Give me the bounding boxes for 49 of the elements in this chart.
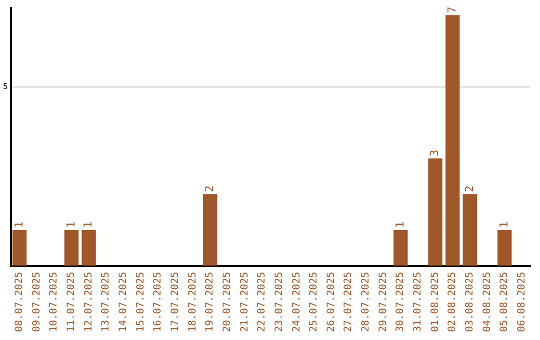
x-tick-label: 14.07.2025	[118, 272, 130, 332]
data-label: 2	[202, 186, 216, 192]
data-label: 1	[393, 221, 406, 228]
x-tick-label: 05.08.2025	[499, 272, 510, 332]
x-tick-label: 17.07.2025	[170, 272, 181, 332]
bar	[462, 194, 477, 266]
bar	[202, 194, 218, 266]
data-label: 1	[497, 221, 510, 228]
x-tick-label: 29.07.2025	[378, 272, 389, 332]
bar	[64, 230, 79, 266]
bar	[394, 230, 408, 266]
x-tick-label: 10.07.2025	[48, 272, 60, 332]
x-tick-label: 06.08.2025	[516, 272, 528, 332]
data-label: 3	[428, 150, 442, 156]
bar	[82, 230, 96, 266]
data-label: 1	[12, 221, 26, 228]
data-label: 1	[64, 221, 78, 228]
x-tick-label: 25.07.2025	[308, 272, 320, 332]
x-tick-label: 08.07.2025	[14, 272, 26, 332]
x-tick-label: 02.08.2025	[447, 272, 458, 332]
x-tick-label: 11.07.2025	[66, 272, 78, 332]
x-tick-label: 18.07.2025	[187, 272, 198, 332]
x-tick-label: 30.07.2025	[395, 272, 406, 332]
bar	[497, 230, 512, 266]
x-tick-label: 01.08.2025	[430, 272, 441, 332]
data-label: 2	[462, 186, 476, 192]
x-tick-label: 16.07.2025	[152, 272, 164, 332]
x-tick-label: 26.07.2025	[326, 272, 337, 332]
x-tick-label: 22.07.2025	[256, 272, 268, 332]
x-tick-label: 28.07.2025	[360, 272, 372, 332]
x-tick-label: 21.07.2025	[239, 272, 250, 332]
x-tick-label: 24.07.2025	[291, 272, 302, 332]
x-tick-label: 12.07.2025	[83, 272, 94, 332]
x-tick-label: 09.07.2025	[31, 272, 42, 332]
data-label: 7	[445, 6, 458, 14]
x-tick-label: 03.08.2025	[464, 272, 476, 332]
x-tick-label: 31.07.2025	[412, 272, 424, 332]
y-tick-label: 5	[2, 82, 8, 91]
x-tick-label: 13.07.2025	[100, 272, 112, 332]
x-tick-label: 20.07.2025	[222, 272, 233, 332]
x-tick-label: 04.08.2025	[482, 272, 493, 332]
x-tick-label: 23.07.2025	[274, 272, 285, 332]
x-tick-label: 27.07.2025	[343, 272, 354, 332]
bar	[428, 158, 442, 266]
x-tick-label: 19.07.2025	[204, 272, 216, 332]
bar	[445, 15, 460, 266]
x-tick-label: 15.07.2025	[135, 272, 146, 332]
bar	[12, 230, 27, 266]
data-label: 1	[82, 221, 95, 228]
